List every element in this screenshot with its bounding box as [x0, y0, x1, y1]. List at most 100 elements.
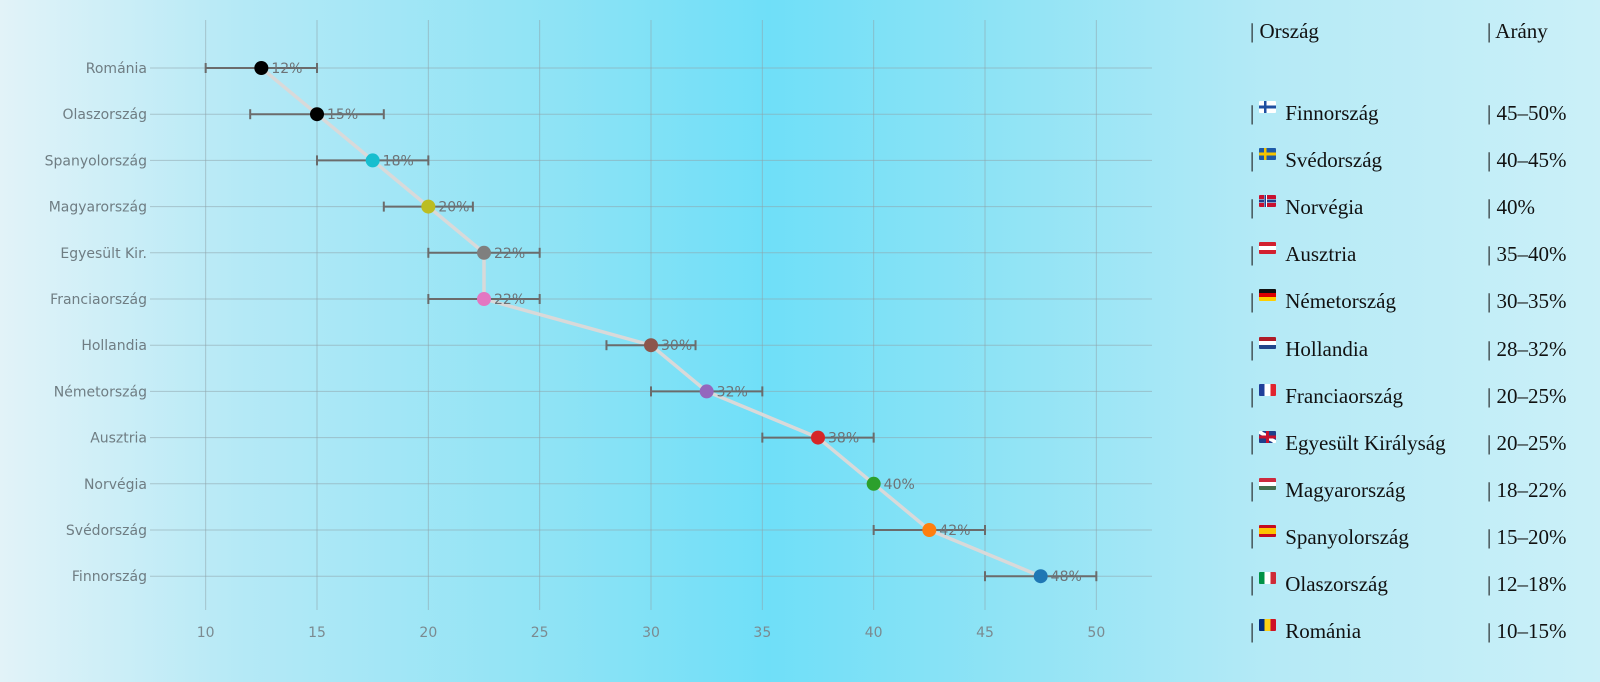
austria-flag-icon — [1259, 242, 1277, 255]
country-name: Ausztria — [1285, 242, 1357, 267]
finland-flag-icon — [1259, 101, 1277, 113]
data-label: 22% — [494, 292, 525, 308]
country-name: Norvégia — [1285, 195, 1364, 220]
country-name: Magyarország — [1285, 477, 1406, 502]
cell-separator: | — [1250, 195, 1255, 220]
point-layer — [254, 61, 1048, 584]
country-cell: | Norvégia — [1250, 195, 1363, 220]
data-point — [644, 338, 658, 353]
data-label: 48% — [1051, 569, 1082, 585]
x-tick-label: 35 — [753, 625, 771, 641]
table-row: | Norvégia | 40% — [1250, 195, 1595, 225]
ratio-cell: | 18–22% — [1487, 477, 1567, 502]
data-point — [254, 61, 269, 75]
table-header: | Ország | Arány — [1250, 19, 1595, 49]
spain-flag-icon — [1259, 524, 1277, 537]
data-point — [477, 245, 491, 260]
germany-flag-icon — [1259, 289, 1277, 302]
cell-separator: | — [1250, 477, 1255, 502]
romania-flag-icon — [1259, 619, 1277, 632]
ratio-cell: | 28–32% — [1487, 336, 1567, 361]
country-cell: | Hollandia — [1250, 336, 1368, 362]
x-tick-label: 15 — [308, 625, 326, 641]
data-point — [699, 384, 714, 399]
ratio-cell: | 35–40% — [1487, 242, 1567, 267]
data-label: 32% — [717, 384, 748, 400]
data-label: 18% — [383, 153, 414, 169]
country-cell: | Ausztria — [1250, 242, 1356, 267]
y-category-label: Norvégia — [84, 477, 147, 493]
cell-separator: | — [1250, 242, 1255, 267]
x-tick-label: 30 — [642, 625, 660, 641]
ratio-cell: | 30–35% — [1487, 289, 1567, 314]
ratio-cell: | 45–50% — [1487, 101, 1567, 125]
data-label: 12% — [271, 61, 302, 77]
y-category-label: Franciaország — [50, 292, 147, 308]
country-name: Németország — [1285, 289, 1397, 314]
cell-separator: | — [1250, 336, 1255, 361]
y-category-label: Svédország — [66, 523, 147, 539]
table-row: | Ausztria | 35–40% — [1250, 242, 1595, 272]
data-point — [866, 476, 881, 491]
data-point — [1033, 569, 1048, 584]
x-tick-label: 45 — [976, 625, 994, 641]
y-category-label: Magyarország — [49, 200, 147, 216]
data-label: 15% — [327, 107, 358, 123]
table-row: | Svédország | 40–45% — [1250, 148, 1595, 178]
country-name: Finnország — [1285, 101, 1379, 125]
cell-separator: | — [1250, 383, 1255, 408]
table-row: | Románia | 10–15% — [1250, 619, 1595, 649]
country-name: Olaszország — [1285, 572, 1388, 596]
x-tick-label: 20 — [419, 625, 437, 641]
table-row: | Hollandia | 28–32% — [1250, 336, 1595, 367]
country-name: Svédország — [1285, 148, 1383, 173]
country-cell: | Románia — [1250, 619, 1361, 644]
country-name: Spanyolország — [1285, 524, 1409, 549]
hungary-flag-icon — [1259, 477, 1277, 490]
connecting-line-layer — [260, 66, 1042, 578]
y-category-label: Románia — [86, 61, 147, 77]
ratio-cell: | 20–25% — [1487, 383, 1567, 408]
ratio-cell: | 15–20% — [1487, 524, 1567, 549]
country-name: Egyesült Királyság — [1285, 430, 1446, 455]
y-category-label: Egyesült Kir. — [60, 246, 147, 262]
table-row: | Finnország | 45–50% — [1250, 101, 1595, 131]
netherlands-flag-icon — [1259, 336, 1277, 349]
data-label: 42% — [939, 523, 970, 539]
data-label: 38% — [828, 431, 859, 447]
data-point — [477, 292, 491, 306]
label-layer: 10 15 20 25 30 35 40 45 50 Románia Olaszország Span… — [45, 61, 1106, 641]
y-category-label: Németország — [54, 384, 147, 400]
country-cell: | Finnország — [1250, 101, 1379, 126]
country-name: Románia — [1285, 619, 1362, 644]
country-cell: | Magyarország — [1250, 477, 1406, 503]
data-point — [310, 107, 324, 122]
ratio-cell: | 20–25% — [1487, 430, 1567, 455]
country-ratio-table: | Ország | Arány | Finnország | 45–50% | Své… — [1250, 0, 1595, 682]
data-label: 40% — [884, 477, 915, 493]
data-label: 20% — [438, 200, 469, 216]
cell-separator: | — [1250, 619, 1255, 644]
country-cell: | Egyesült Királyság — [1250, 430, 1446, 456]
y-category-label: Olaszország — [62, 107, 147, 123]
data-point — [922, 523, 937, 537]
country-cell: | Németország — [1250, 289, 1396, 314]
y-category-label: Spanyolország — [45, 153, 147, 169]
y-category-label: Finnország — [72, 569, 147, 585]
cell-separator: | — [1250, 572, 1255, 596]
table-row: | Egyesült Királyság | 20–25% — [1250, 430, 1595, 461]
country-cell: | Svédország — [1250, 148, 1382, 173]
table-row: | Olaszország | 12–18% — [1250, 572, 1595, 602]
header-country: | Ország — [1250, 19, 1319, 43]
x-tick-label: 40 — [865, 625, 883, 641]
connecting-line — [260, 66, 1042, 578]
ratio-cell: | 12–18% — [1487, 572, 1567, 596]
france-flag-icon — [1259, 383, 1277, 396]
data-point — [811, 430, 825, 445]
x-tick-label: 10 — [197, 625, 215, 641]
table-row: | Spanyolország | 15–20% — [1250, 524, 1595, 555]
uk-flag-icon — [1259, 430, 1277, 443]
ratio-cell: | 10–15% — [1487, 619, 1567, 644]
cell-separator: | — [1250, 430, 1255, 455]
x-tick-label: 50 — [1087, 625, 1105, 641]
